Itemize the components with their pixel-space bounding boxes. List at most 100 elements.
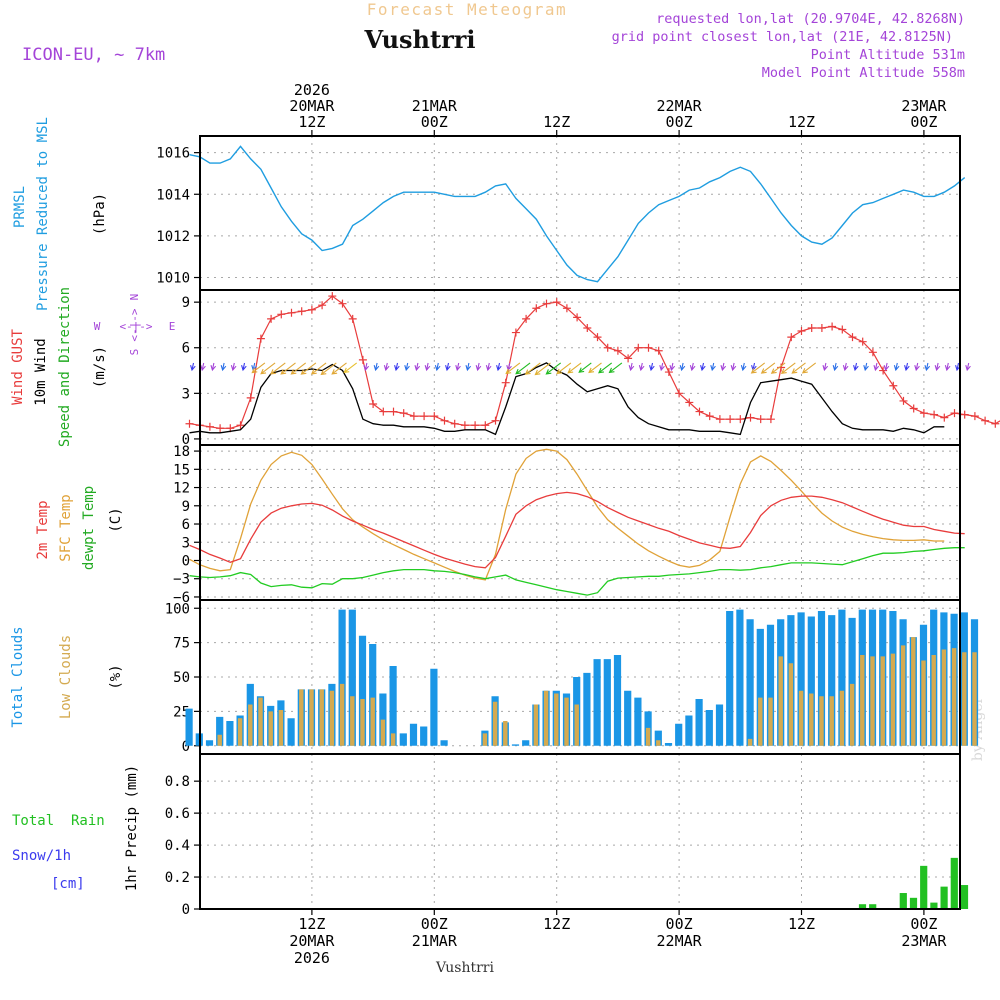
low-cloud-bar — [360, 699, 365, 746]
compass-we-arrows: <-|-> — [119, 320, 152, 333]
wind-line — [189, 362, 945, 436]
gust-marker — [766, 415, 775, 424]
wind-arrow — [598, 362, 613, 374]
top-time-label: 2026 — [294, 81, 330, 99]
total-cloud-bar — [358, 635, 367, 746]
low-cloud-bar — [798, 690, 804, 746]
total-cloud-bar — [216, 716, 224, 746]
gust-marker — [532, 304, 541, 313]
gust-marker — [930, 410, 939, 419]
low-cloud-bar — [911, 637, 916, 746]
wind-arrow — [914, 362, 920, 372]
gust-marker — [328, 292, 337, 301]
top-time-label: 12Z — [543, 113, 570, 131]
gust-marker — [409, 412, 418, 421]
gust-marker — [491, 416, 500, 425]
wind-arrow — [832, 362, 839, 372]
gust-marker — [216, 424, 225, 433]
gust-marker — [899, 396, 908, 405]
wind-arrow — [190, 362, 196, 372]
wind-arrow — [720, 362, 727, 372]
gust-marker — [522, 314, 531, 323]
y-tick-label: −6 — [173, 590, 190, 606]
prmsl-label: PRMSL — [12, 186, 28, 228]
low-cloud-bar — [829, 696, 834, 746]
wind-unit: (m/s) — [92, 346, 108, 388]
wind-arrow — [924, 362, 931, 372]
bottom-time-label: 12Z — [788, 915, 815, 933]
y-tick-label: 75 — [173, 636, 190, 652]
wind-arrow — [534, 362, 551, 376]
total-cloud-bar — [675, 723, 683, 746]
y-tick-label: 15 — [173, 462, 190, 478]
total-cloud-bar — [766, 624, 775, 746]
gust-marker — [981, 416, 990, 425]
gust-marker — [940, 413, 949, 422]
total-cloud-bar — [389, 666, 397, 746]
gust-marker — [440, 416, 449, 425]
total-cloud-bar — [185, 708, 193, 746]
bottom-time-label: 20MAR — [289, 932, 335, 950]
wind-arrow — [241, 362, 247, 372]
gust-marker — [685, 398, 694, 407]
wind-arrow — [750, 362, 766, 374]
wind-arrow — [270, 362, 286, 375]
wind-arrow — [515, 362, 531, 375]
wind-arrow — [545, 362, 562, 375]
wind-arrow — [760, 362, 776, 374]
y-tick-label: 100 — [165, 601, 190, 617]
total-cloud-bar — [430, 668, 438, 746]
wind-arrow — [485, 362, 492, 372]
total-cloud-bar — [726, 611, 734, 746]
rain-bar — [858, 904, 867, 909]
panel-4: 0 0.2 0.4 0.6 0.8 — [165, 754, 969, 918]
panel-2: −6 −3 0 3 6 9 12 15 18 — [173, 444, 965, 606]
top-time-label: 00Z — [666, 113, 693, 131]
gust-marker — [246, 393, 255, 402]
model-label: ICON-EU, ~ 7km — [22, 45, 165, 65]
wind-arrow — [588, 362, 602, 374]
y-tick-label: 1010 — [156, 271, 190, 287]
gust-marker — [552, 298, 561, 307]
temp-2m-label: 2m Temp — [35, 500, 51, 559]
gust-marker — [909, 404, 918, 413]
y-tick-label: 3 — [182, 386, 190, 402]
y-tick-label: 6 — [182, 517, 190, 533]
wind-gust-label: Wind GUST — [10, 329, 26, 405]
bottom-time-label: 00Z — [910, 915, 937, 933]
low-cloud-bar — [758, 697, 763, 746]
y-tick-label: 1014 — [156, 187, 190, 203]
gust-marker — [573, 313, 582, 322]
gust-marker — [654, 346, 663, 355]
bottom-time-label: 22MAR — [657, 932, 703, 950]
top-time-label: 12Z — [788, 113, 815, 131]
rain-bar — [899, 893, 907, 909]
low-cloud-bar — [564, 697, 569, 746]
top-time-label: 20MAR — [289, 97, 335, 115]
wind-arrow — [863, 362, 869, 372]
y-tick-label: 1016 — [156, 146, 190, 162]
gust-marker — [613, 346, 622, 355]
low-cloud-bar — [492, 701, 498, 746]
low-cloud-bar — [339, 683, 345, 746]
total-cloud-bar — [736, 609, 744, 746]
gust-marker — [379, 407, 388, 416]
gust-marker — [562, 304, 571, 313]
wind-arrow — [934, 362, 941, 372]
gust-marker — [389, 407, 398, 416]
wind-arrow — [791, 362, 806, 374]
total-cloud-bar — [613, 655, 622, 746]
gust-marker — [817, 323, 826, 332]
gust-marker — [664, 368, 673, 377]
gust-marker — [399, 409, 408, 418]
gust-marker — [756, 415, 765, 424]
compass-n: N — [128, 294, 141, 301]
gust-marker — [287, 308, 296, 317]
dewpt-line — [189, 547, 965, 596]
requested-lonlat: requested lon,lat (20.9704E, 42.8268N) — [656, 11, 965, 27]
bottom-time-label: 23MAR — [901, 932, 947, 950]
low-cloud-bar — [819, 696, 824, 746]
low-cloud-bar — [880, 656, 885, 746]
gust-marker — [236, 421, 245, 430]
wind-arrow — [210, 362, 217, 372]
